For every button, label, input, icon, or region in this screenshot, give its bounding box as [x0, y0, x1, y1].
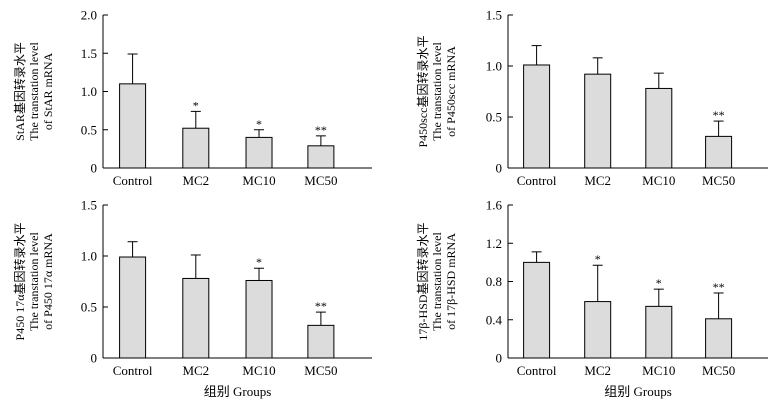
y-axis-title-line: P450scc基因转录水平: [415, 36, 430, 148]
y-tick-label: 1.2: [486, 236, 502, 251]
chart-panel-3: 0 0.5 1.0 1.5 Control MC2 * MC10 ** MC50 P450 17α基…: [12, 198, 372, 399]
y-tick-label: 2.0: [81, 8, 97, 23]
bar: [523, 64, 551, 169]
x-tick-label: MC2: [584, 173, 611, 188]
y-tick-label: 0: [496, 351, 503, 366]
x-tick-label: MC50: [702, 173, 735, 188]
y-axis-title-line: of StAR mRNA: [41, 52, 55, 130]
y-tick-label: 1.0: [486, 59, 502, 74]
y-tick-label: 0.5: [486, 110, 502, 125]
bar: [182, 277, 210, 359]
x-tick-label: MC10: [242, 173, 275, 188]
y-tick-label: 0.8: [486, 274, 502, 289]
significance-marker: **: [315, 299, 327, 313]
x-axis-title: 组别 Groups: [604, 384, 672, 399]
bar: [645, 305, 673, 359]
x-tick-label: Control: [113, 363, 153, 378]
chart-panel-4: 0 0.4 0.8 1.2 1.6 Control * MC2 * MC10 ** MC50 17β-H…: [415, 198, 768, 399]
chart-panel-2: 0 0.5 1.0 1.5 Control MC2 MC10 ** MC50 P450scc基因转…: [415, 8, 768, 188]
significance-marker: **: [713, 280, 725, 294]
bar: [705, 135, 733, 169]
y-axis-title-line: of 17β-HSD mRNA: [444, 233, 458, 330]
significance-marker: *: [193, 98, 199, 112]
bar: [584, 301, 612, 359]
bar: [119, 256, 147, 359]
x-tick-label: MC50: [304, 363, 337, 378]
y-tick-label: 1.5: [486, 8, 502, 23]
x-tick-label: MC2: [584, 363, 611, 378]
x-tick-label: Control: [517, 173, 557, 188]
x-tick-label: MC10: [242, 363, 275, 378]
y-tick-label: 0: [91, 351, 98, 366]
x-axis-title: 组别 Groups: [204, 384, 272, 399]
bar: [119, 83, 147, 169]
bar: [584, 73, 612, 169]
x-tick-label: MC50: [304, 173, 337, 188]
bar: [307, 145, 335, 169]
significance-marker: *: [595, 252, 601, 266]
x-tick-label: MC50: [702, 363, 735, 378]
x-tick-label: Control: [517, 363, 557, 378]
y-axis-title-line: of P450 17α mRNA: [41, 233, 55, 330]
y-axis-title-line: StAR基因转录水平: [12, 42, 27, 141]
x-tick-label: MC2: [182, 173, 209, 188]
significance-marker: *: [256, 255, 262, 269]
bar: [705, 318, 733, 359]
y-tick-label: 0.4: [486, 312, 503, 327]
y-axis-title-line: 17β-HSD基因转录水平: [415, 222, 430, 340]
bar: [645, 87, 673, 169]
y-axis-title-line: The transtation level: [430, 232, 444, 331]
y-tick-label: 0.5: [81, 122, 97, 137]
chart-panel-1: 0 0.5 1.0 1.5 2.0 Control * MC2 * MC10 ** MC50 StAR基…: [12, 8, 372, 188]
bar: [245, 279, 273, 359]
y-tick-label: 1.0: [81, 84, 97, 99]
significance-marker: *: [256, 117, 262, 131]
bar: [307, 324, 335, 359]
significance-marker: *: [656, 276, 662, 290]
y-tick-label: 1.5: [81, 46, 97, 61]
y-tick-label: 0: [91, 161, 98, 176]
y-tick-label: 1.6: [486, 198, 503, 213]
y-axis-title-line: P450 17α基因转录水平: [12, 223, 27, 341]
y-axis-title-line: of P450scc mRNA: [444, 46, 458, 137]
x-tick-label: MC2: [182, 363, 209, 378]
x-tick-label: MC10: [642, 363, 675, 378]
y-axis-title-line: The transtation level: [27, 42, 41, 141]
significance-marker: **: [713, 108, 725, 122]
x-tick-label: MC10: [642, 173, 675, 188]
bar: [245, 136, 273, 169]
bar: [523, 261, 551, 359]
y-tick-label: 1.5: [81, 198, 97, 213]
y-tick-label: 1.0: [81, 249, 97, 264]
y-tick-label: 0.5: [81, 300, 97, 315]
x-tick-label: Control: [113, 173, 153, 188]
significance-marker: **: [315, 123, 327, 137]
y-axis-title-line: The transtation level: [27, 232, 41, 331]
bar: [182, 127, 210, 169]
y-tick-label: 0: [496, 161, 503, 176]
y-axis-title-line: The transtation level: [430, 42, 444, 141]
